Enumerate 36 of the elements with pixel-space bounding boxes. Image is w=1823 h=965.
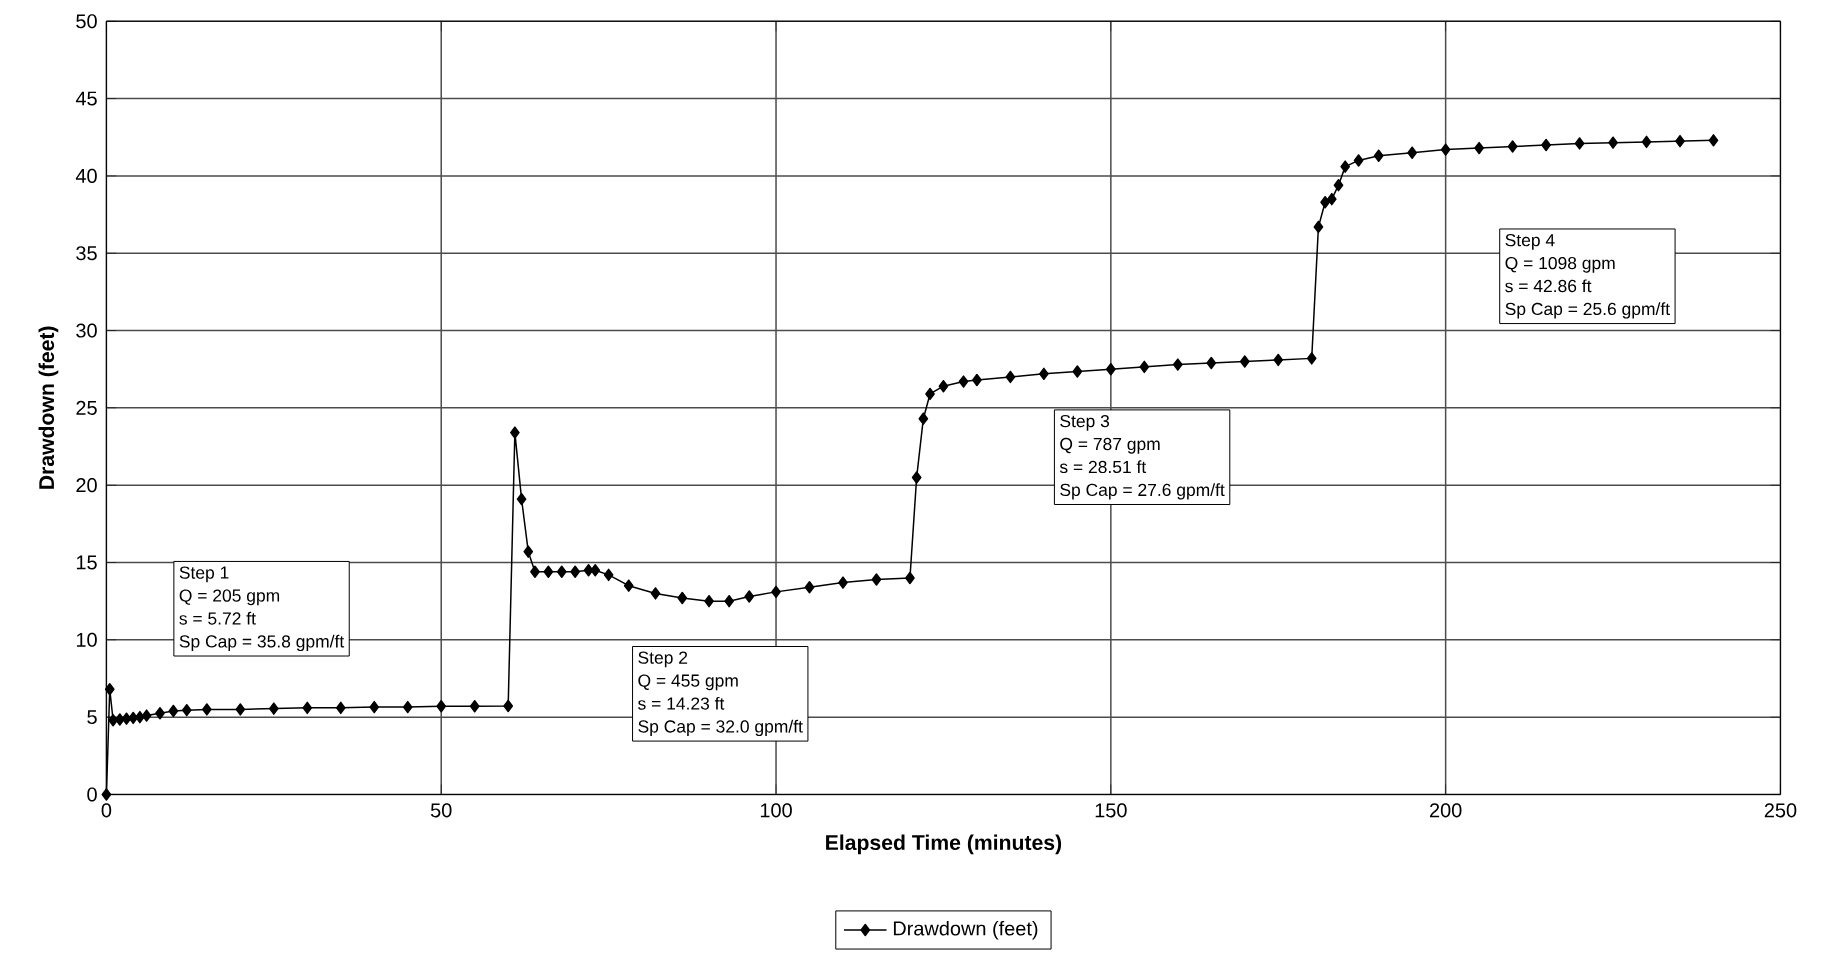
legend-label: Drawdown (feet) (893, 921, 1038, 940)
annotation: Q = 787 gpm (1060, 438, 1160, 454)
y-tick-label: 40 (75, 169, 97, 184)
y-tick-label: 50 (76, 14, 97, 29)
annotation: Step 2 (638, 651, 688, 668)
annotation: Step 1 (179, 566, 229, 583)
y-axis-title: Drawdown (feet) (38, 326, 59, 490)
x-axis-title: Elapsed Time (minutes) (826, 834, 1062, 855)
x-tick-label: 250 (1764, 803, 1797, 818)
annotation: s = 14.23 ft (638, 697, 725, 710)
annotation: s = 28.51 ft (1059, 460, 1147, 474)
annotation: Step 3 (1060, 415, 1110, 431)
annotation: s = 5.72 ft (179, 612, 256, 625)
x-tick-label: 0 (101, 803, 112, 818)
annotation: Sp Cap = 32.0 gpm/ft (638, 720, 803, 737)
y-tick-label: 0 (87, 787, 97, 802)
annotation: Step 4 (1505, 234, 1555, 250)
annotation: Q = 205 gpm (179, 589, 280, 606)
y-tick-label: 30 (76, 323, 97, 338)
y-tick-label: 15 (76, 555, 97, 570)
x-tick-label: 200 (1430, 803, 1462, 818)
y-tick-label: 10 (76, 632, 97, 648)
annotation: s = 42.86 ft (1505, 279, 1592, 293)
x-tick-label: 50 (430, 803, 452, 818)
y-tick-label: 35 (76, 246, 97, 261)
annotation: Sp Cap = 25.6 gpm/ft (1505, 302, 1670, 319)
y-tick-label: 45 (75, 91, 97, 106)
annotation: Q = 1098 gpm (1505, 257, 1615, 273)
annotation: Sp Cap = 27.6 gpm/ft (1060, 483, 1225, 500)
y-tick-label: 25 (76, 400, 97, 416)
y-tick-label: 5 (87, 710, 97, 725)
annotation: Q = 455 gpm (638, 674, 738, 691)
x-tick-label: 150 (1095, 803, 1127, 818)
annotation: Sp Cap = 35.8 gpm/ft (179, 634, 345, 652)
y-tick-label: 20 (76, 478, 97, 493)
x-tick-label: 100 (760, 803, 792, 818)
